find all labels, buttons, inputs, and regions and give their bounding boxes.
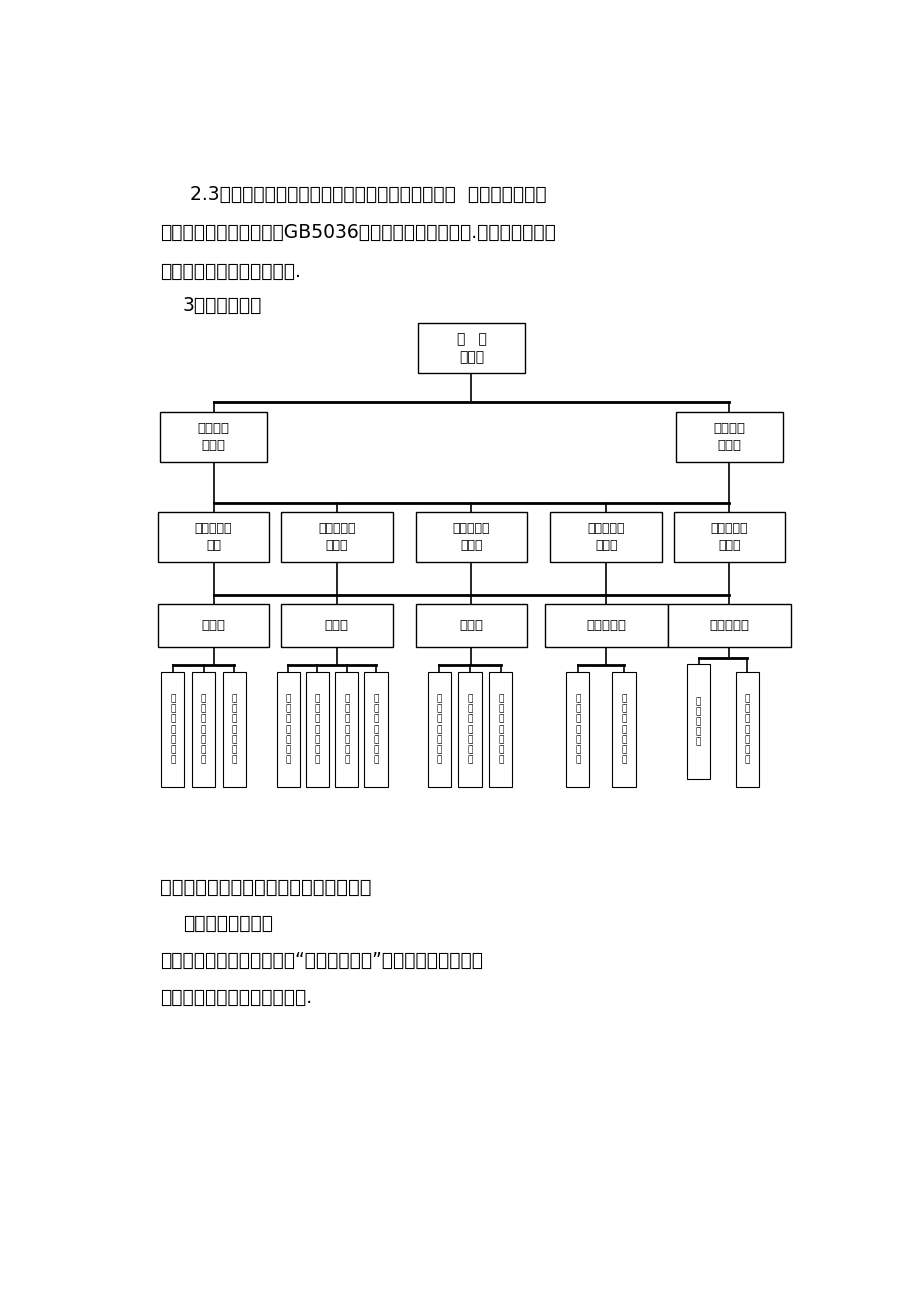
Text: 技术科: 技术科 — [201, 619, 225, 632]
Bar — [417, 323, 525, 373]
Text: 项目副经理
李会强: 项目副经理 李会强 — [710, 522, 747, 552]
Bar — [735, 672, 758, 788]
Text: 3、组织机构：: 3、组织机构： — [183, 296, 262, 316]
Text: 体检，合格者方可持证上岗.: 体检，合格者方可持证上岗. — [160, 262, 301, 280]
Text: 四、基础、附墙架、缆风绳及地锡的设置: 四、基础、附墙架、缆风绳及地锡的设置 — [160, 878, 370, 897]
Bar — [335, 672, 357, 788]
Text: 施
工
员
：
周
月
果: 施 工 员 ： 周 月 果 — [344, 695, 349, 764]
Text: 预
算
员
：
高
胜
敏: 预 算 员 ： 高 胜 敏 — [170, 695, 176, 764]
Bar — [157, 512, 269, 562]
Bar — [427, 672, 450, 788]
Bar — [415, 604, 527, 647]
Text: 主
任
：
王
超: 主 任 ： 王 超 — [695, 698, 700, 746]
Bar — [544, 604, 667, 647]
Text: 物资设备科: 物资设备科 — [585, 619, 626, 632]
Text: 工程科: 工程科 — [324, 619, 348, 632]
Bar — [612, 672, 635, 788]
Bar — [673, 512, 785, 562]
Bar — [565, 672, 589, 788]
Bar — [161, 672, 184, 788]
Text: 根据本工程实际进行适当深化.: 根据本工程实际进行适当深化. — [160, 988, 312, 1007]
Text: 质
量
员
：
王
玉
强: 质 量 员 ： 王 玉 强 — [497, 695, 503, 764]
Bar — [364, 672, 387, 788]
Text: 施
工
员
：
王
建
勤: 施 工 员 ： 王 建 勤 — [314, 695, 320, 764]
Text: 试
验
员
：
任
香
莲: 试 验 员 ： 任 香 莲 — [200, 695, 206, 764]
Bar — [277, 672, 300, 788]
Text: 技术负责人
刘波: 技术负责人 刘波 — [195, 522, 232, 552]
Text: 材
料
员
：
刘
东
民: 材 料 员 ： 刘 东 民 — [574, 695, 580, 764]
Bar — [222, 672, 245, 788]
Bar — [306, 672, 329, 788]
Bar — [280, 604, 392, 647]
Text: 基础设置基本尺寸参考厂方“产品使用说明”中提供的基础形式，: 基础设置基本尺寸参考厂方“产品使用说明”中提供的基础形式， — [160, 951, 482, 970]
Text: 某
综
勤
服
务
人
员: 某 综 勤 服 务 人 员 — [743, 695, 749, 764]
Bar — [686, 664, 709, 780]
Text: 项目总工
刘五军: 项目总工 刘五军 — [198, 421, 230, 451]
Text: 质
检
员
：
马
艳
超: 质 检 员 ： 马 艳 超 — [436, 695, 441, 764]
Text: 施
工
员
：
周
瑞
荣: 施 工 员 ： 周 瑞 荣 — [373, 695, 379, 764]
Bar — [458, 672, 481, 788]
Text: 信
息
员
：
刘
金
腾: 信 息 员 ： 刘 金 腾 — [620, 695, 626, 764]
Bar — [667, 604, 790, 647]
Bar — [489, 672, 512, 788]
Text: （一）基础设置：: （一）基础设置： — [183, 914, 272, 932]
Text: 经   理
宋玉泽: 经 理 宋玉泽 — [456, 333, 486, 364]
Text: 项目副经理
胡九柱: 项目副经理 胡九柱 — [587, 522, 624, 552]
Text: 施
工
员
：
副
新
韵: 施 工 员 ： 副 新 韵 — [285, 695, 290, 764]
Text: 安
全
员
：
李
马
龙: 安 全 员 ： 李 马 龙 — [467, 695, 472, 764]
Text: 综合办公室: 综合办公室 — [709, 619, 749, 632]
Text: 质安科: 质安科 — [459, 619, 483, 632]
Bar — [415, 512, 527, 562]
Bar — [280, 512, 392, 562]
Text: 项目副经理
贾相杰: 项目副经理 贾相杰 — [452, 522, 490, 552]
Text: 2.3物料提升机按拆人员必须是经过按国家现行标准  《特种作业人员: 2.3物料提升机按拆人员必须是经过按国家现行标准 《特种作业人员 — [190, 185, 547, 203]
Bar — [157, 604, 269, 647]
Text: 项目经理
杨家才: 项目经理 杨家才 — [712, 421, 744, 451]
Text: 项目副经理
副新韵: 项目副经理 副新韵 — [318, 522, 355, 552]
Text: 资
料
员
：
嘉
文
置: 资 料 员 ： 嘉 文 置 — [232, 695, 237, 764]
Bar — [160, 412, 267, 462]
Bar — [675, 412, 782, 462]
Text: 安全技术考核管理规则》GB5036考核合格的专业操作工.上岗人员应定期: 安全技术考核管理规则》GB5036考核合格的专业操作工.上岗人员应定期 — [160, 223, 555, 243]
Bar — [550, 512, 662, 562]
Bar — [192, 672, 215, 788]
